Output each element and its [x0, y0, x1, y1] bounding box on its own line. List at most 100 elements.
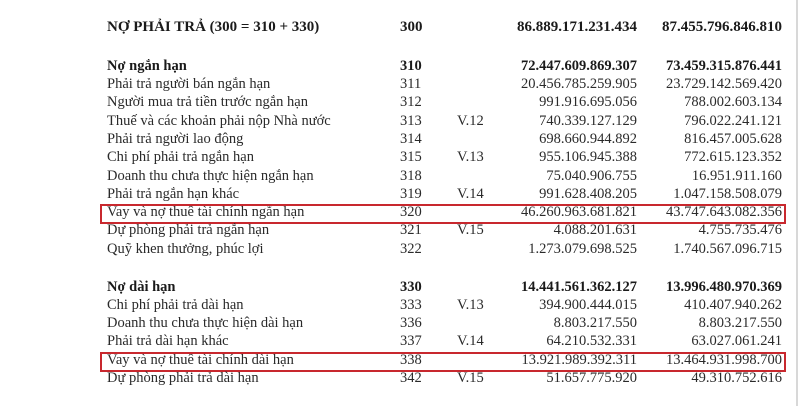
row-label: Phải trả người lao động — [107, 131, 244, 147]
row-code: 313 — [400, 113, 422, 129]
prior-period-value: 796.022.241.121 — [684, 113, 782, 129]
prior-period-value: 788.002.603.134 — [684, 94, 782, 110]
row-label: Người mua trả tiền trước ngắn hạn — [107, 94, 308, 110]
row-code: 333 — [400, 297, 422, 313]
row-note: V.14 — [457, 186, 484, 202]
current-period-value: 86.889.171.231.434 — [517, 19, 637, 35]
row-note: V.12 — [457, 113, 484, 129]
prior-period-value: 43.747.643.082.356 — [666, 204, 782, 220]
highlight-box — [100, 204, 786, 224]
row-label: Phải trả người bán ngắn hạn — [107, 76, 271, 92]
current-period-value: 740.339.127.129 — [539, 113, 637, 129]
row-code: 315 — [400, 149, 422, 165]
row-code: 310 — [400, 58, 422, 74]
table-row: Dự phòng phải trả ngắn hạn 321 V.15 4.088.2… — [0, 221, 800, 239]
prior-period-value: 63.027.061.241 — [691, 333, 782, 349]
row-code: 337 — [400, 333, 422, 349]
row-label: Vay và nợ thuê tài chính dài hạn — [107, 352, 294, 368]
current-period-value: 1.273.079.698.525 — [528, 241, 637, 257]
highlighted-table-row: Vay và nợ thuê tài chính dài hạn 338 13.92… — [0, 351, 800, 369]
current-period-value: 394.900.444.015 — [539, 297, 637, 313]
prior-period-value: 8.803.217.550 — [698, 315, 782, 331]
table-row: Nợ ngắn hạn 310 72.447.609.869.307 73.459.3… — [0, 57, 800, 75]
table-row: Dự phòng phải trả dài hạn 342 V.15 51.657.7… — [0, 369, 800, 387]
current-period-value: 14.441.561.362.127 — [521, 279, 637, 295]
current-period-value: 64.210.532.331 — [546, 333, 637, 349]
table-row: Người mua trả tiền trước ngắn hạn 312 991.… — [0, 93, 800, 111]
current-period-value: 72.447.609.869.307 — [521, 58, 637, 74]
row-code: 321 — [400, 222, 422, 238]
table-row: Phải trả ngắn hạn khác 319 V.14 991.628.408… — [0, 185, 800, 203]
current-period-value: 955.106.945.388 — [539, 149, 637, 165]
row-code: 342 — [400, 370, 422, 386]
current-period-value: 20.456.785.259.905 — [521, 76, 637, 92]
row-label: Chi phí phải trả ngắn hạn — [107, 149, 254, 165]
prior-period-value: 73.459.315.876.441 — [666, 58, 782, 74]
table-row: Chi phí phải trả dài hạn 333 V.13 394.900.4… — [0, 296, 800, 314]
row-code: 338 — [400, 352, 422, 368]
row-note: V.14 — [457, 333, 484, 349]
current-period-value: 991.916.695.056 — [539, 94, 637, 110]
current-period-value: 46.260.963.681.821 — [521, 204, 637, 220]
row-label: Quỹ khen thưởng, phúc lợi — [107, 241, 264, 257]
row-label: Chi phí phải trả dài hạn — [107, 297, 244, 313]
table-row: Quỹ khen thưởng, phúc lợi 322 1.273.079.69… — [0, 240, 800, 258]
row-label: Thuế và các khoản phải nộp Nhà nước — [107, 113, 331, 129]
prior-period-value: 4.755.735.476 — [698, 222, 782, 238]
row-label: Phải trả dài hạn khác — [107, 333, 229, 349]
row-code: 312 — [400, 94, 422, 110]
prior-period-value: 816.457.005.628 — [684, 131, 782, 147]
prior-period-value: 16.951.911.160 — [691, 168, 782, 184]
prior-period-value: 49.310.752.616 — [691, 370, 782, 386]
row-code: 322 — [400, 241, 422, 257]
row-label: NỢ PHẢI TRẢ (300 = 310 + 330) — [107, 19, 320, 35]
row-note: V.13 — [457, 297, 484, 313]
row-code: 319 — [400, 186, 422, 202]
highlighted-table-row: Vay và nợ thuê tài chính ngắn hạn 320 46.2… — [0, 203, 800, 221]
current-period-value: 51.657.775.920 — [546, 370, 637, 386]
row-code: 318 — [400, 168, 422, 184]
table-row: Doanh thu chưa thực hiện dài hạn 336 8.803… — [0, 314, 800, 332]
page-edge — [796, 0, 798, 406]
current-period-value: 8.803.217.550 — [553, 315, 637, 331]
table-row: NỢ PHẢI TRẢ (300 = 310 + 330) 300 86.889.1… — [0, 18, 800, 36]
table-row: Doanh thu chưa thực hiện ngắn hạn 318 75.0… — [0, 167, 800, 185]
row-code: 300 — [400, 19, 423, 35]
row-code: 336 — [400, 315, 422, 331]
current-period-value: 75.040.906.755 — [546, 168, 637, 184]
table-row: Phải trả dài hạn khác 337 V.14 64.210.532.3… — [0, 332, 800, 350]
table-row: Thuế và các khoản phải nộp Nhà nước 313 V.… — [0, 112, 800, 130]
row-label: Dự phòng phải trả dài hạn — [107, 370, 259, 386]
prior-period-value: 410.407.940.262 — [684, 297, 782, 313]
current-period-value: 991.628.408.205 — [539, 186, 637, 202]
row-label: Nợ ngắn hạn — [107, 58, 187, 74]
prior-period-value: 23.729.142.569.420 — [666, 76, 782, 92]
row-label: Doanh thu chưa thực hiện dài hạn — [107, 315, 304, 331]
prior-period-value: 13.996.480.970.369 — [666, 279, 782, 295]
row-label: Vay và nợ thuê tài chính ngắn hạn — [107, 204, 305, 220]
current-period-value: 13.921.989.392.311 — [521, 352, 637, 368]
table-row: Phải trả người lao động 314 698.660.944.89… — [0, 130, 800, 148]
row-code: 311 — [400, 76, 422, 92]
row-note: V.13 — [457, 149, 484, 165]
highlight-box — [100, 352, 786, 372]
table-row: Chi phí phải trả ngắn hạn 315 V.13 955.106.… — [0, 148, 800, 166]
row-code: 330 — [400, 279, 422, 295]
row-label: Doanh thu chưa thực hiện ngắn hạn — [107, 168, 314, 184]
row-note: V.15 — [457, 222, 484, 238]
current-period-value: 4.088.201.631 — [553, 222, 637, 238]
prior-period-value: 1.047.158.508.079 — [673, 186, 782, 202]
prior-period-value: 1.740.567.096.715 — [673, 241, 782, 257]
prior-period-value: 13.464.931.998.700 — [666, 352, 782, 368]
row-label: Nợ dài hạn — [107, 279, 176, 295]
table-row: Phải trả người bán ngắn hạn 311 20.456.785… — [0, 75, 800, 93]
row-code: 320 — [400, 204, 422, 220]
prior-period-value: 87.455.796.846.810 — [662, 19, 782, 35]
row-code: 314 — [400, 131, 422, 147]
prior-period-value: 772.615.123.352 — [684, 149, 782, 165]
row-label: Dự phòng phải trả ngắn hạn — [107, 222, 270, 238]
row-label: Phải trả ngắn hạn khác — [107, 186, 240, 202]
table-row: Nợ dài hạn 330 14.441.561.362.127 13.996.48… — [0, 278, 800, 296]
current-period-value: 698.660.944.892 — [539, 131, 637, 147]
row-note: V.15 — [457, 370, 484, 386]
